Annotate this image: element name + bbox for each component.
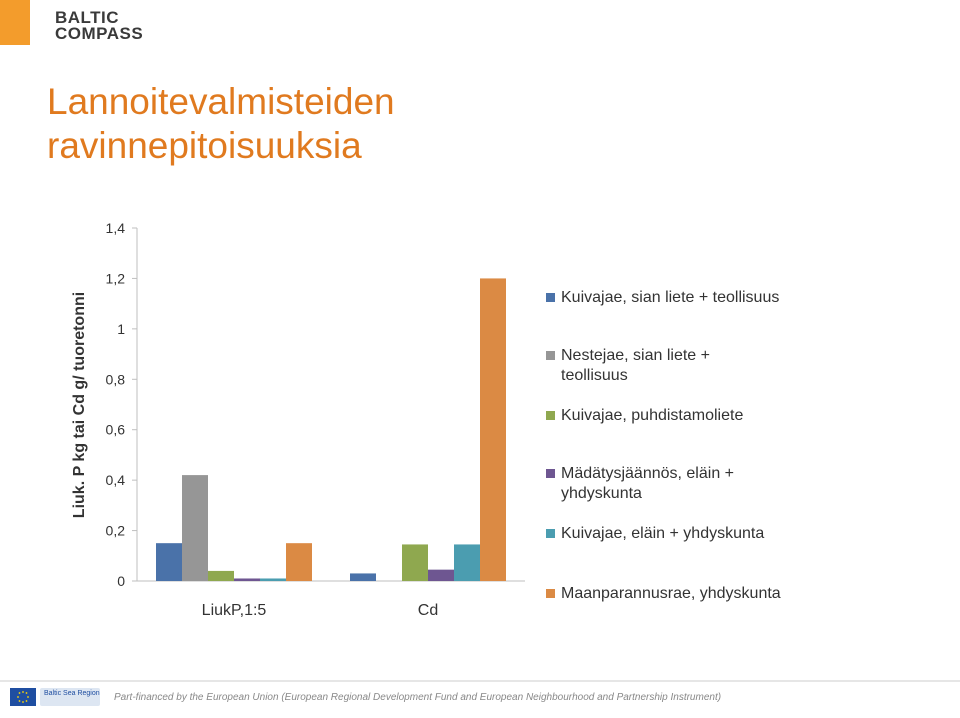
brand-color-block (0, 0, 30, 45)
footer-divider (0, 680, 960, 682)
legend-label: Maanparannusrae, yhdyskunta (561, 585, 781, 602)
x-category-label: Cd (418, 602, 438, 619)
bar-4-1 (234, 578, 260, 581)
bar-6-2 (480, 278, 506, 581)
title-line1: Lannoitevalmisteiden (47, 81, 395, 122)
legend-label: Kuivajae, eläin + yhdyskunta (561, 525, 765, 542)
bar-chart: 0 0,2 0,4 0,6 0,8 1 1,2 1,4 Liuk. P kg tai Cd g/… (71, 220, 525, 619)
baltic-sea-region-logo: Baltic Sea Region (40, 688, 100, 706)
legend-label: Kuivajae, sian liete + teollisuus (561, 289, 780, 306)
logo-line2: COMPASS (55, 24, 144, 43)
bar-6-1 (286, 543, 312, 581)
y-tick-label: 1,4 (106, 220, 126, 236)
title-line2: ravinnepitoisuuksia (47, 125, 362, 166)
legend-label: Mädätysjäännös, eläin + yhdyskunta (561, 465, 734, 502)
y-tick-label: 0,4 (106, 472, 126, 488)
slide-title: Lannoitevalmisteiden ravinnepitoisuuksia (47, 80, 567, 168)
bar-1-2 (350, 573, 376, 581)
legend-swatch (546, 411, 555, 420)
eu-flag-icon (10, 688, 36, 706)
bar-3-2 (402, 544, 428, 581)
legend-swatch (546, 293, 555, 302)
legend-label: Kuivajae, puhdistamoliete (561, 407, 744, 424)
bar-1-1 (156, 543, 182, 581)
bsr-logo-text: Baltic Sea Region (44, 690, 100, 697)
bar-4-2 (428, 569, 454, 581)
y-tick-label: 0,6 (106, 422, 126, 438)
bar-5-1 (260, 578, 286, 581)
y-tick-label: 1 (117, 321, 125, 337)
footer-funding-text: Part-financed by the European Union (Eur… (114, 692, 722, 703)
bar-5-2 (454, 544, 480, 581)
baltic-compass-logo: BALTIC COMPASS (55, 8, 165, 44)
legend-swatch (546, 351, 555, 360)
y-tick-label: 0 (117, 573, 125, 589)
y-tick-label: 0,2 (106, 523, 126, 539)
y-tick-label: 0,8 (106, 371, 126, 387)
y-tick-label: 1,2 (106, 270, 126, 286)
x-category-label: LiukP,1:5 (202, 602, 267, 619)
legend-swatch (546, 529, 555, 538)
legend-label: Nestejae, sian liete + teollisuus (561, 347, 710, 384)
bar-3-1 (208, 570, 234, 581)
legend-swatch (546, 469, 555, 478)
legend-swatch (546, 589, 555, 598)
bar-2-1 (182, 475, 208, 581)
logo-line1: BALTIC (55, 8, 120, 27)
y-axis-title: Liuk. P kg tai Cd g/ tuoretonni (71, 292, 88, 518)
